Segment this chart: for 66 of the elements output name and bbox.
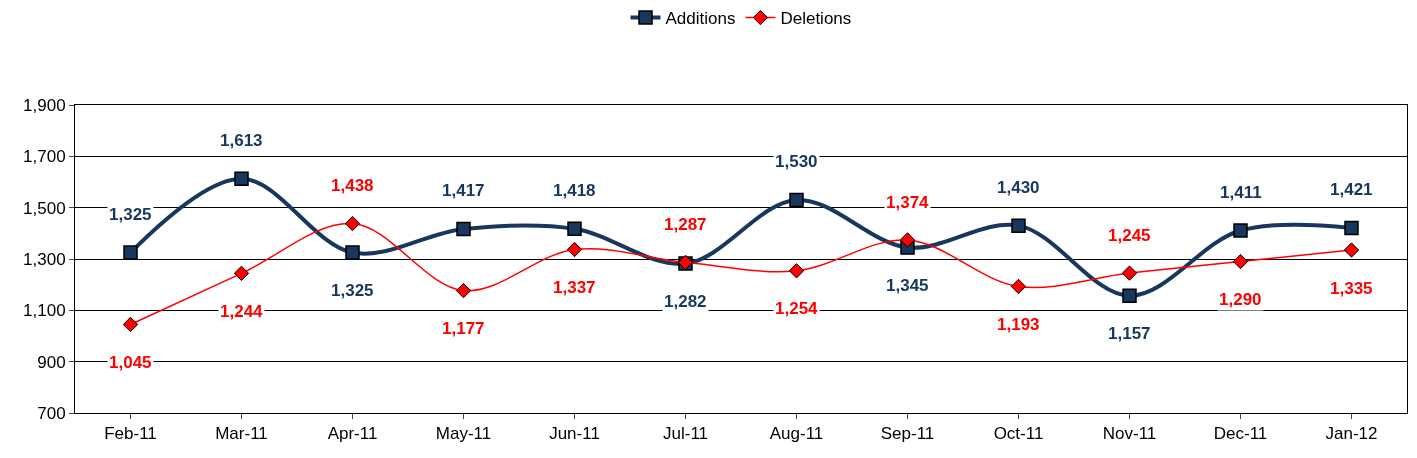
data-label: 1,325 — [331, 281, 374, 300]
point — [1122, 288, 1137, 303]
data-label: 1,325 — [109, 205, 152, 224]
x-tick-label: Jul-11 — [662, 424, 709, 444]
y-tick-label: 1,500 — [23, 198, 66, 218]
data-label: 1,335 — [1330, 279, 1373, 298]
data-label: 1,193 — [997, 315, 1040, 334]
point — [567, 221, 582, 236]
point — [455, 282, 472, 299]
x-tick-label: Dec-11 — [1213, 424, 1268, 444]
x-tick-label: Apr-11 — [327, 424, 378, 444]
point — [456, 221, 471, 237]
x-tick-label: Nov-11 — [1102, 424, 1157, 444]
y-tick-label: 1,300 — [23, 249, 66, 269]
data-label: 1,418 — [553, 181, 596, 200]
y-tick-label: 1,900 — [23, 95, 66, 115]
point — [1011, 218, 1026, 233]
data-label: 1,045 — [109, 353, 152, 372]
data-label: 1,374 — [886, 193, 930, 212]
data-label: 1,244 — [220, 302, 264, 321]
point — [344, 215, 361, 232]
point — [1010, 278, 1027, 295]
data-label: 1,421 — [1330, 180, 1373, 199]
data-label: 1,287 — [664, 215, 707, 234]
x-tick-label: May-11 — [435, 424, 492, 444]
data-label: 1,430 — [997, 178, 1040, 197]
x-tick-label: Aug-11 — [769, 424, 824, 444]
data-label: 1,254 — [775, 299, 819, 318]
x-tick-label: Jun-11 — [549, 424, 600, 444]
point — [1121, 265, 1138, 281]
point — [123, 245, 138, 260]
data-label: 1,530 — [775, 152, 818, 171]
x-tick-label: Feb-11 — [104, 424, 157, 444]
x-tick-label: Jan-12 — [1325, 424, 1378, 444]
point — [233, 265, 250, 282]
point — [789, 192, 804, 208]
point — [1344, 220, 1359, 236]
y-tick-label: 900 — [37, 352, 66, 372]
data-label: 1,438 — [331, 176, 374, 195]
y-tick-label: 1,700 — [23, 147, 66, 167]
data-label: 1,345 — [886, 276, 929, 295]
y-tick-label: 700 — [37, 403, 66, 423]
data-label: 1,245 — [1108, 226, 1151, 245]
point — [1343, 242, 1360, 258]
point — [788, 263, 805, 279]
data-label: 1,282 — [664, 292, 707, 311]
data-label: 1,417 — [442, 181, 485, 200]
legend-label: Deletions — [780, 9, 852, 29]
x-tick-label: Mar-11 — [215, 424, 268, 444]
data-label: 1,290 — [1219, 290, 1262, 309]
data-label: 1,337 — [553, 278, 596, 297]
data-label: 1,613 — [220, 131, 263, 150]
legend-label: Additions — [665, 9, 736, 29]
x-tick-label: Sep-11 — [880, 424, 935, 444]
point — [234, 171, 249, 186]
point — [122, 316, 139, 333]
point — [345, 245, 360, 260]
y-tick-label: 1,100 — [23, 301, 66, 321]
point — [899, 232, 916, 248]
data-label: 1,177 — [442, 319, 485, 338]
data-label: 1,157 — [1108, 324, 1151, 343]
point — [1233, 223, 1248, 238]
point — [566, 241, 583, 258]
point — [1232, 253, 1249, 270]
data-label: 1,411 — [1220, 183, 1262, 202]
x-tick-label: Oct-11 — [993, 424, 1044, 444]
